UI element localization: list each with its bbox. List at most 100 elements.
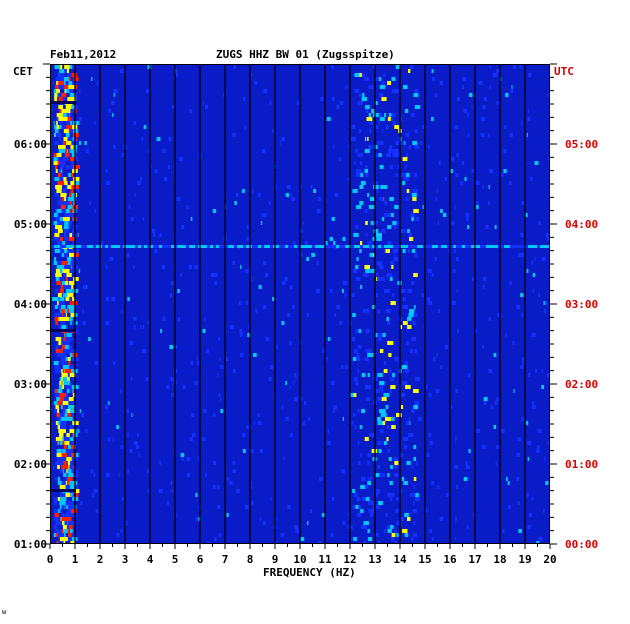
spectrogram-cell	[387, 81, 391, 85]
spectrogram-cell	[495, 245, 498, 248]
spectrogram-cell	[53, 501, 57, 505]
spectrogram-cell	[71, 161, 76, 165]
spectrogram-cell	[504, 125, 507, 129]
spectrogram-image	[51, 65, 549, 543]
spectrogram-cell	[59, 461, 63, 465]
spectrogram-cell	[69, 97, 76, 101]
spectrogram-cell	[384, 201, 388, 205]
spectrogram-cell	[197, 457, 199, 461]
spectrogram-cell	[69, 409, 75, 413]
spectrogram-cell	[366, 233, 368, 237]
spectrogram-cell	[306, 313, 310, 317]
spectrogram-cell	[389, 145, 392, 149]
spectrogram-cell	[379, 197, 384, 201]
spectrogram-cell	[381, 129, 384, 133]
spectrogram-cell	[472, 277, 475, 281]
spectrogram-cell	[360, 509, 364, 513]
spectrogram-cell	[439, 517, 444, 521]
spectrogram-cell	[413, 389, 419, 393]
spectrogram-cell	[505, 93, 509, 97]
spectrogram-cell	[379, 165, 384, 169]
x-tick-label: 1	[72, 553, 79, 566]
spectrogram-cell	[70, 197, 77, 201]
left-tick-label: 03:00	[14, 378, 47, 391]
left-tick-label: 01:00	[14, 538, 47, 551]
spectrogram-cell	[78, 141, 81, 145]
spectrogram-cell	[388, 525, 394, 529]
spectrogram-cell	[70, 413, 75, 417]
spectrogram-cell	[377, 309, 380, 313]
spectrogram-cell	[341, 365, 344, 369]
spectrogram-cell	[368, 113, 371, 117]
spectrogram-cell	[67, 137, 73, 141]
spectrogram-cell	[67, 205, 71, 209]
spectrogram-cell	[91, 77, 93, 81]
spectrogram-cell	[379, 349, 384, 353]
spectrogram-cell	[288, 245, 291, 248]
spectrogram-cell	[300, 185, 302, 189]
spectrogram-cell	[275, 345, 278, 349]
spectrogram-cell	[168, 165, 170, 169]
spectrogram-cell	[522, 361, 525, 365]
spectrogram-cell	[369, 245, 372, 248]
spectrogram-cell	[397, 153, 401, 157]
spectrogram-cell	[471, 245, 474, 248]
spectrogram-cell	[245, 505, 249, 509]
spectrogram-cell	[334, 313, 337, 317]
spectrogram-cell	[202, 329, 206, 333]
spectrogram-cell	[78, 269, 81, 273]
spectrogram-cell	[69, 269, 73, 273]
spectrogram-cell	[240, 245, 243, 248]
spectrogram-cell	[183, 245, 186, 248]
spectrogram-cell	[322, 349, 327, 353]
spectrogram-cell	[53, 497, 58, 501]
spectrogram-cell	[120, 245, 123, 248]
spectrogram-cell	[82, 309, 84, 313]
spectrogram-cell	[62, 77, 65, 81]
spectrogram-cell	[60, 245, 63, 248]
spectrogram-cell	[69, 253, 73, 257]
spectrogram-cell	[72, 157, 75, 161]
spectrogram-cell	[143, 217, 145, 221]
spectrogram-cell	[140, 325, 142, 329]
spectrogram-cell	[391, 77, 396, 81]
spectrogram-cell	[386, 317, 389, 321]
spectrogram-cell	[53, 213, 58, 217]
spectrogram-cell	[424, 509, 428, 513]
spectrogram-cell	[84, 245, 87, 248]
spectrogram-cell	[73, 177, 80, 181]
spectrogram-cell	[468, 245, 471, 248]
spectrogram-cell	[377, 337, 382, 341]
spectrogram-cell	[255, 245, 258, 248]
spectrogram-cell	[59, 353, 67, 357]
spectrogram-cell	[382, 409, 386, 413]
spectrogram-cell	[113, 89, 118, 93]
spectrogram-cell	[361, 477, 366, 481]
spectrogram-cell	[520, 233, 524, 237]
spectrogram-cell	[427, 269, 432, 273]
spectrogram-cell	[72, 185, 80, 189]
spectrogram-cell	[392, 153, 398, 157]
spectrogram-cell	[356, 353, 360, 357]
spectrogram-cell	[496, 69, 500, 73]
spectrogram-cell	[58, 137, 62, 141]
spectrogram-cell	[402, 437, 409, 441]
spectrogram-cell	[483, 401, 487, 405]
spectrogram-cell	[192, 245, 195, 248]
spectrogram-cell	[270, 245, 273, 248]
spectrogram-cell	[522, 245, 525, 248]
spectrogram-cell	[400, 289, 406, 293]
spectrogram-cell	[394, 253, 396, 257]
spectrogram-cell	[387, 449, 390, 453]
spectrogram-cell	[357, 101, 363, 105]
spectrogram-cell	[93, 245, 96, 248]
spectrogram-cell	[516, 477, 520, 481]
spectrogram-cell	[375, 153, 379, 157]
spectrogram-cell	[411, 281, 415, 285]
spectrogram-cell	[394, 205, 399, 209]
spectrogram-cell	[58, 81, 65, 85]
spectrogram-cell	[65, 153, 70, 157]
spectrogram-cell	[360, 181, 366, 185]
spectrogram-cell	[503, 149, 507, 153]
spectrogram-cell	[72, 533, 76, 537]
